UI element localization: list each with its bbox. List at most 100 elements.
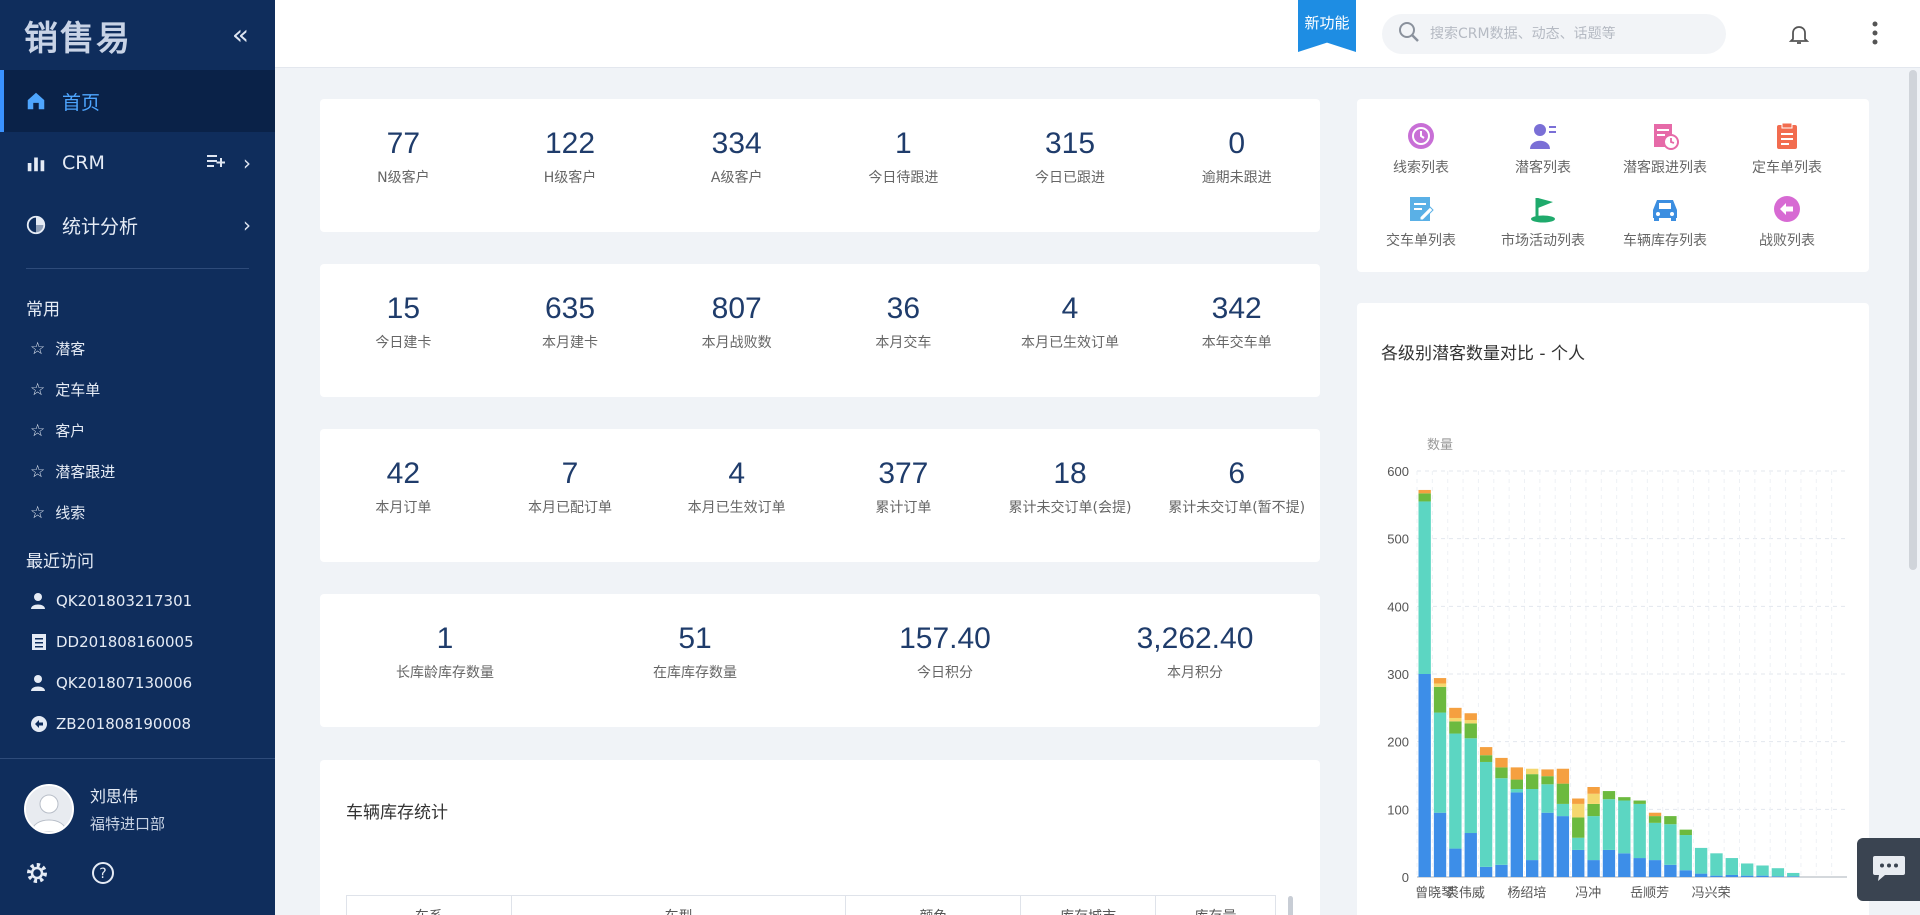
svg-text:?: ? <box>99 866 106 882</box>
bar-segment <box>1433 683 1447 687</box>
stat-item[interactable]: 157.40 今日积分 <box>820 594 1070 727</box>
stat-item[interactable]: 3,262.40 本月积分 <box>1070 594 1320 727</box>
collapse-sidebar-icon[interactable]: « <box>231 18 249 51</box>
stat-item[interactable]: 334 A级客户 <box>653 99 820 232</box>
bar-segment <box>1648 822 1662 861</box>
quick-link-leads[interactable]: 线索列表 <box>1357 121 1485 177</box>
quick-link-prospects[interactable]: 潜客列表 <box>1479 121 1607 177</box>
stat-item[interactable]: 315 今日已跟进 <box>987 99 1154 232</box>
sidebar-divider <box>26 268 249 269</box>
bar-segment <box>1725 858 1738 875</box>
bar-segment <box>1618 797 1631 801</box>
stat-item[interactable]: 4 本月已生效订单 <box>653 429 820 562</box>
app-logo: 销售易 <box>24 18 132 59</box>
favorite-item[interactable]: ☆ 客户 <box>0 410 275 451</box>
bar-segment <box>1541 769 1554 777</box>
nav-item-home[interactable]: 首页 <box>0 70 275 132</box>
stat-item[interactable]: 1 今日待跟进 <box>820 99 987 232</box>
stat-value: 315 <box>1044 127 1096 160</box>
stat-item[interactable]: 635 本月建卡 <box>487 264 654 397</box>
favorite-item[interactable]: ☆ 潜客跟进 <box>0 451 275 492</box>
x-tick-label: 杨绍培 <box>1507 885 1546 901</box>
x-tick-label: 裘伟威 <box>1446 885 1485 901</box>
bar-segment <box>1648 812 1662 817</box>
stat-item[interactable]: 77 N级客户 <box>320 99 487 232</box>
quick-link-deliveries[interactable]: 交车单列表 <box>1357 194 1485 250</box>
back-arrow-icon <box>1772 194 1802 224</box>
stat-item[interactable]: 42 本月订单 <box>320 429 487 562</box>
prospect-level-chart-card: 各级别潜客数量对比 - 个人 数量 0 100 200 300 400 500 600 曾晓琴裘… <box>1357 303 1869 915</box>
more-vertical-icon[interactable] <box>1870 20 1880 46</box>
stat-label: 本年交车单 <box>1201 335 1272 351</box>
nav-item-label: 首页 <box>62 91 101 114</box>
stat-item[interactable]: 807 本月战败数 <box>653 264 820 397</box>
nav-item-analysis[interactable]: 统计分析 › <box>0 194 275 256</box>
x-tick-label: 冯兴荣 <box>1692 886 1731 901</box>
gear-icon[interactable] <box>24 860 50 886</box>
favorite-item[interactable]: ☆ 线索 <box>0 492 275 533</box>
user-profile[interactable]: 刘思伟 福特进口部 <box>0 758 275 858</box>
stat-label: 今日建卡 <box>375 335 432 351</box>
chat-button[interactable] <box>1857 838 1920 901</box>
quick-link-label: 定车单列表 <box>1752 160 1822 176</box>
y-tick-label: 600 <box>1387 464 1409 479</box>
stat-item[interactable]: 18 累计未交订单(会提) <box>987 429 1154 562</box>
recent-item[interactable]: DD201808160005 <box>0 621 275 662</box>
bar-segment <box>1664 824 1677 865</box>
bar-segment <box>1602 791 1616 800</box>
stat-label: 本月战败数 <box>701 335 772 351</box>
add-list-icon[interactable] <box>207 153 226 173</box>
bar-segment <box>1510 792 1523 877</box>
bell-icon[interactable] <box>1787 22 1811 46</box>
quick-link-prospect-followup[interactable]: 潜客跟进列表 <box>1601 121 1729 177</box>
bar-segment <box>1526 768 1539 775</box>
page-scrollbar[interactable] <box>1909 70 1917 570</box>
bar-segment <box>1771 876 1785 877</box>
column-header[interactable]: 车系 <box>346 895 512 915</box>
stat-item[interactable]: 15 今日建卡 <box>320 264 487 397</box>
column-header[interactable]: 库存城市 <box>1020 895 1157 915</box>
quick-link-bookings[interactable]: 定车单列表 <box>1723 121 1851 177</box>
stat-item[interactable]: 36 本月交车 <box>820 264 987 397</box>
column-header[interactable]: 库存量 <box>1155 895 1276 915</box>
stat-item[interactable]: 377 累计订单 <box>820 429 987 562</box>
new-feature-badge[interactable]: 新功能 <box>1298 0 1356 52</box>
y-tick-label: 100 <box>1387 802 1409 817</box>
help-icon[interactable]: ? <box>90 860 116 886</box>
stat-item[interactable]: 0 逾期未跟进 <box>1153 99 1320 232</box>
stat-item[interactable]: 1 长库龄库存数量 <box>320 594 570 727</box>
bar-chart-icon <box>24 151 48 175</box>
quick-link-lost[interactable]: 战败列表 <box>1723 194 1851 250</box>
favorites-title: 常用 <box>26 300 60 320</box>
nav-item-crm[interactable]: CRM › <box>0 132 275 194</box>
stats-card-orders: 42 本月订单 7 本月已配订单 4 本月已生效订单 377 累计订单 18 累计未交订单… <box>320 429 1320 562</box>
person-list-icon <box>1528 121 1558 151</box>
stat-item[interactable]: 342 本年交车单 <box>1153 264 1320 397</box>
bar-segment <box>1618 800 1631 854</box>
quick-link-vehicle-inventory[interactable]: 车辆库存列表 <box>1601 194 1729 250</box>
recent-item[interactable]: QK201803217301 <box>0 580 275 621</box>
stat-item[interactable]: 122 H级客户 <box>487 99 654 232</box>
stat-item[interactable]: 6 累计未交订单(暂不提) <box>1153 429 1320 562</box>
search-box[interactable] <box>1382 14 1726 54</box>
search-input[interactable] <box>1430 26 1710 42</box>
bar-segment <box>1725 874 1738 877</box>
stat-item[interactable]: 7 本月已配订单 <box>487 429 654 562</box>
flag-icon <box>1528 194 1558 224</box>
column-header[interactable]: 车型 <box>510 895 847 915</box>
favorite-item[interactable]: ☆ 定车单 <box>0 369 275 410</box>
stat-label: 累计未交订单(暂不提) <box>1168 500 1306 516</box>
stat-value: 157.40 <box>899 622 991 655</box>
column-header[interactable]: 颜色 <box>845 895 1022 915</box>
recent-item[interactable]: ZB201808190008 <box>0 703 275 744</box>
quick-link-campaigns[interactable]: 市场活动列表 <box>1479 194 1607 250</box>
table-scrollbar[interactable] <box>1288 896 1293 915</box>
bar-segment <box>1679 829 1692 836</box>
favorite-item[interactable]: ☆ 潜客 <box>0 328 275 369</box>
recent-item[interactable]: QK201807130006 <box>0 662 275 703</box>
favorite-label: 定车单 <box>55 381 101 399</box>
stat-item[interactable]: 51 在库库存数量 <box>570 594 820 727</box>
bar-segment <box>1556 783 1570 804</box>
bar-segment <box>1433 812 1447 877</box>
stat-item[interactable]: 4 本月已生效订单 <box>987 264 1154 397</box>
